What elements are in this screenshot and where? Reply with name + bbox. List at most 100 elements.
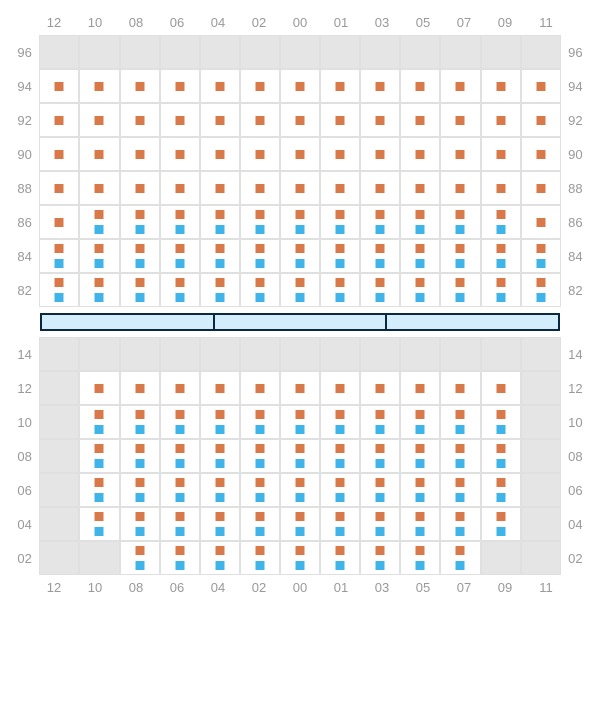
blue-marker: [135, 493, 144, 502]
orange-marker: [416, 410, 425, 419]
blue-marker: [496, 225, 505, 234]
orange-marker: [296, 82, 305, 91]
grid-cell: [39, 405, 79, 439]
blue-marker: [456, 459, 465, 468]
grid-cell: [320, 337, 360, 371]
blue-marker: [255, 225, 264, 234]
grid-cell: [440, 137, 480, 171]
y-axis-label-right: 02: [561, 551, 590, 566]
orange-marker: [255, 512, 264, 521]
orange-marker: [135, 410, 144, 419]
grid-cell: [200, 103, 240, 137]
grid-row: 8282: [10, 273, 590, 307]
grid-cell: [521, 541, 561, 575]
y-axis-label-right: 04: [561, 517, 590, 532]
grid-cell: [200, 35, 240, 69]
blue-marker: [135, 259, 144, 268]
orange-marker: [496, 410, 505, 419]
orange-marker: [255, 244, 264, 253]
orange-marker: [95, 478, 104, 487]
y-axis-label-left: 96: [10, 45, 39, 60]
orange-marker: [55, 218, 64, 227]
orange-marker: [175, 546, 184, 555]
orange-marker: [456, 478, 465, 487]
orange-marker: [296, 210, 305, 219]
blue-marker: [496, 493, 505, 502]
x-axis-label: 01: [321, 580, 362, 595]
blue-marker: [55, 293, 64, 302]
orange-marker: [456, 210, 465, 219]
orange-marker: [536, 184, 545, 193]
blue-marker: [95, 293, 104, 302]
grid-cell: [79, 69, 119, 103]
grid-cell: [400, 337, 440, 371]
orange-marker: [95, 244, 104, 253]
orange-marker: [416, 444, 425, 453]
blue-marker: [336, 425, 345, 434]
grid-cell: [481, 35, 521, 69]
x-axis-label: 12: [34, 15, 75, 30]
grid-cell: [521, 439, 561, 473]
orange-marker: [536, 278, 545, 287]
y-axis-label-right: 12: [561, 381, 590, 396]
grid-cell: [400, 103, 440, 137]
orange-marker: [95, 410, 104, 419]
orange-marker: [456, 150, 465, 159]
grid-cell: [39, 69, 79, 103]
grid-cell: [481, 541, 521, 575]
orange-marker: [496, 116, 505, 125]
orange-marker: [376, 410, 385, 419]
blue-marker: [416, 493, 425, 502]
grid-cell: [280, 239, 320, 273]
orange-marker: [175, 410, 184, 419]
orange-marker: [135, 150, 144, 159]
grid-cell: [120, 137, 160, 171]
grid-cell: [481, 405, 521, 439]
blue-marker: [416, 225, 425, 234]
grid-cell: [79, 439, 119, 473]
grid-cell: [521, 35, 561, 69]
y-axis-label-left: 86: [10, 215, 39, 230]
grid-cell: [39, 541, 79, 575]
grid-cell: [320, 69, 360, 103]
orange-marker: [496, 478, 505, 487]
orange-marker: [376, 478, 385, 487]
grid-cell: [120, 405, 160, 439]
orange-marker: [215, 384, 224, 393]
grid-cell: [521, 405, 561, 439]
x-axis-label: 00: [280, 15, 321, 30]
grid-row: 1212: [10, 371, 590, 405]
orange-marker: [135, 278, 144, 287]
orange-marker: [135, 444, 144, 453]
grid-cell: [39, 239, 79, 273]
grid-row: 8686: [10, 205, 590, 239]
orange-marker: [376, 546, 385, 555]
blue-marker: [376, 527, 385, 536]
grid-cell: [79, 171, 119, 205]
orange-marker: [255, 278, 264, 287]
grid-cell: [280, 103, 320, 137]
grid-cell: [360, 35, 400, 69]
grid-cell: [400, 273, 440, 307]
orange-marker: [456, 244, 465, 253]
y-axis-label-left: 08: [10, 449, 39, 464]
grid-cell: [360, 273, 400, 307]
orange-marker: [175, 444, 184, 453]
grid-cell: [200, 337, 240, 371]
grid-cell: [440, 103, 480, 137]
orange-marker: [336, 512, 345, 521]
blue-marker: [456, 561, 465, 570]
grid-row: 0404: [10, 507, 590, 541]
grid-cell: [280, 171, 320, 205]
orange-marker: [296, 278, 305, 287]
grid-cell: [79, 473, 119, 507]
grid-cell: [320, 507, 360, 541]
blue-marker: [255, 425, 264, 434]
orange-marker: [215, 278, 224, 287]
grid-cell: [200, 239, 240, 273]
y-axis-label-left: 94: [10, 79, 39, 94]
grid-cell: [240, 273, 280, 307]
orange-marker: [95, 384, 104, 393]
y-axis-label-right: 82: [561, 283, 590, 298]
grid-cell: [400, 371, 440, 405]
